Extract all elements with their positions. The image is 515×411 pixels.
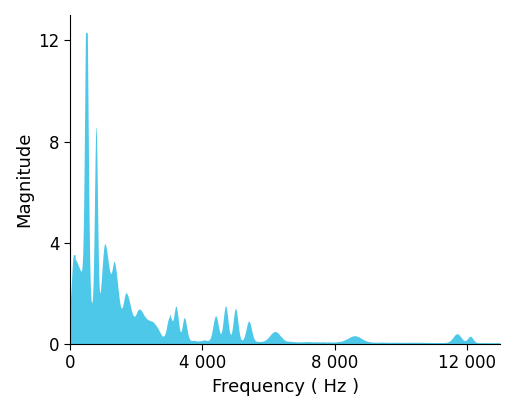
Y-axis label: Magnitude: Magnitude (15, 132, 33, 227)
X-axis label: Frequency ( Hz ): Frequency ( Hz ) (212, 378, 358, 396)
